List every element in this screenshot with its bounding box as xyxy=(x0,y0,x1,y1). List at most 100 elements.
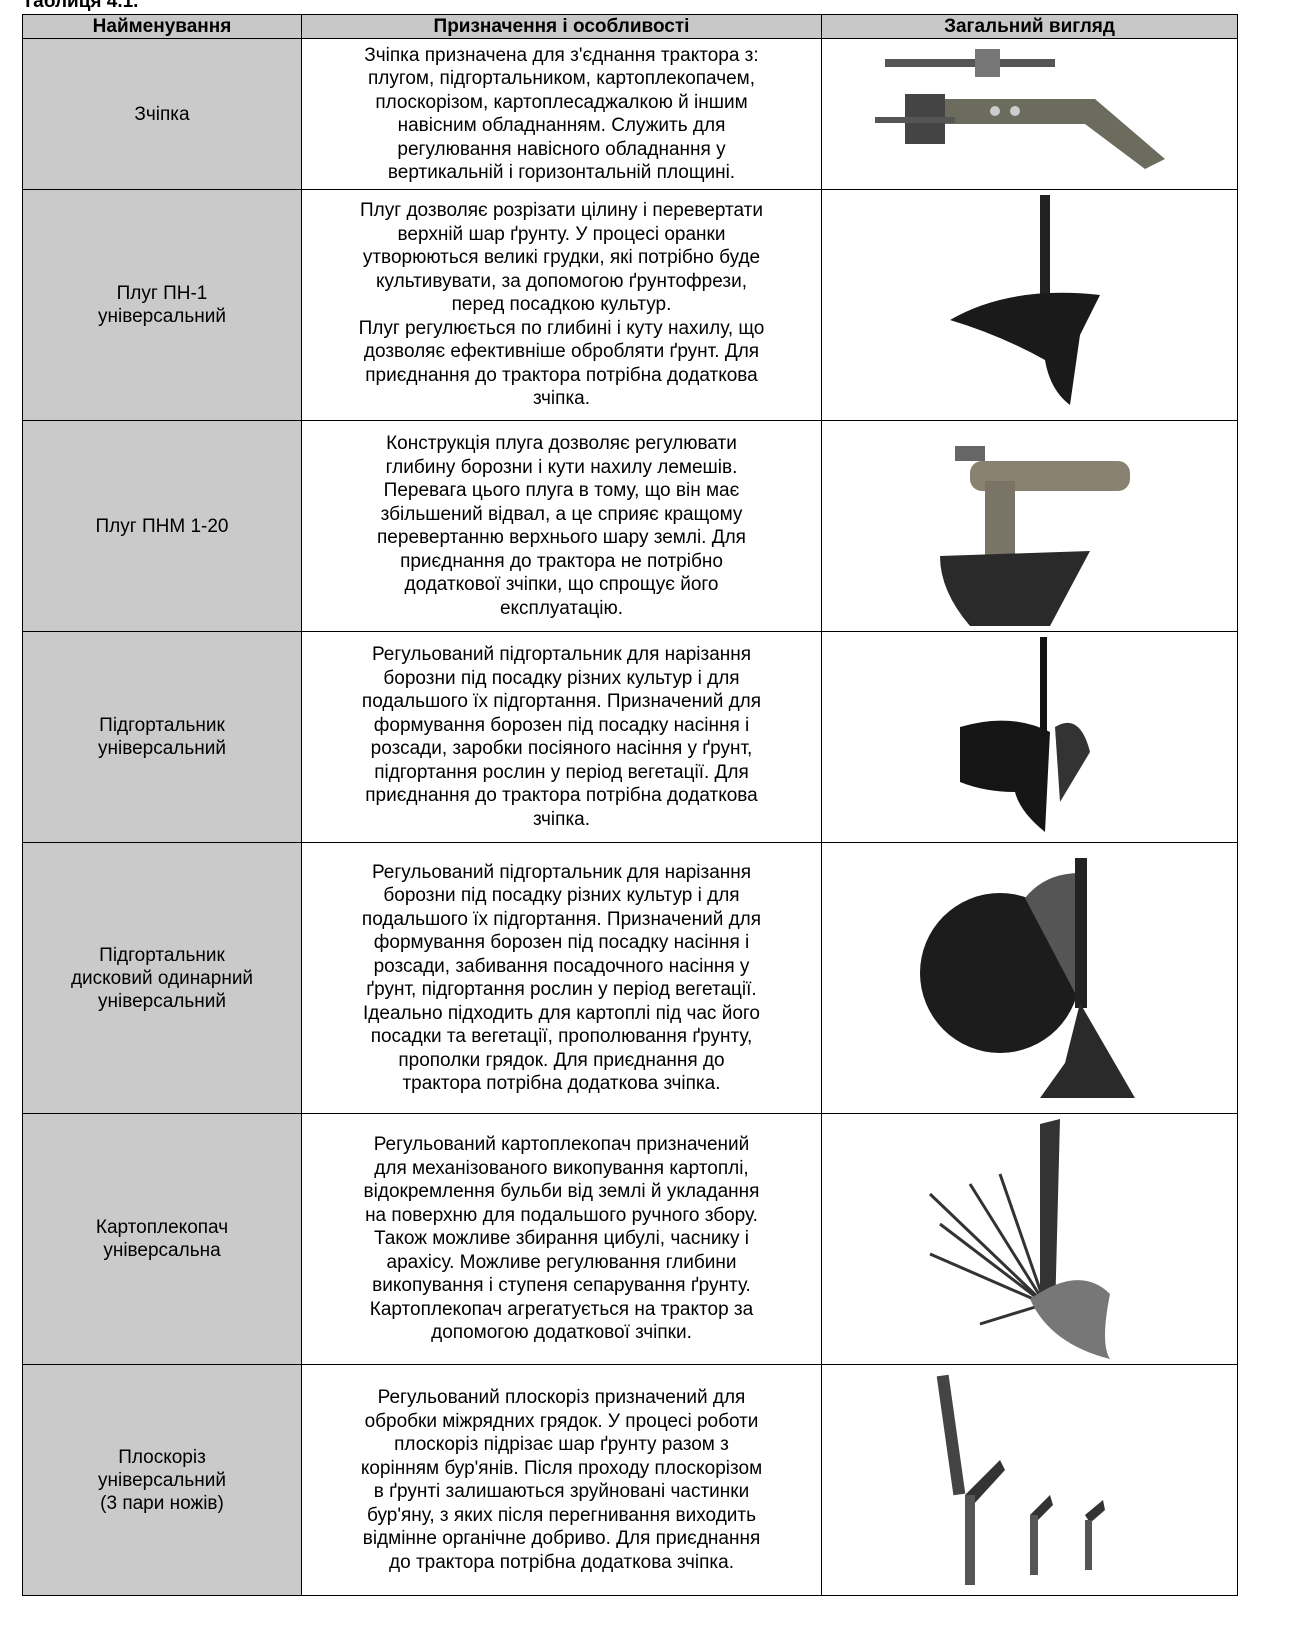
equipment-image xyxy=(936,1374,1105,1585)
equipment-image xyxy=(949,195,1100,405)
name-line: Плуг ПН-1 xyxy=(116,283,208,304)
description-line: Також можливе збирання цибулі, часнику і xyxy=(374,1228,749,1250)
description-line: додаткової зчіпки, що спрощує його xyxy=(404,574,719,595)
name-cell: Плуг ПН-1 універсальний xyxy=(22,189,302,421)
image-cell xyxy=(821,189,1238,421)
description-line: зчіпка. xyxy=(532,808,591,830)
description-line: приєднання до трактора потрібна додатков… xyxy=(365,785,758,806)
description-line: Перевага цього плуга в тому, що він має xyxy=(383,480,740,501)
description-line: вертикальній і горизонтальній площині. xyxy=(387,162,736,183)
header-row: Найменування Призначення і особливості З… xyxy=(22,14,1238,39)
description-line: в ґрунті залишаються зруйновані частинки xyxy=(373,1481,750,1502)
name-line: універсальний xyxy=(98,990,226,1012)
description-line: посадки та вегетації, прополювання ґрунт… xyxy=(370,1026,753,1047)
description-line: прополки грядок. Для приєднання до xyxy=(398,1049,725,1071)
description-line: плоскоріз підрізає шар ґрунту разом з xyxy=(394,1434,729,1455)
description-line: відокремлення бульби від землі й укладан… xyxy=(363,1181,760,1203)
header-cell: Загальний вигляд xyxy=(821,14,1238,39)
description-line: збільшений відвал, а це сприяє кращому xyxy=(380,503,743,525)
description-line: борозни під посадку різних культур і для xyxy=(383,667,740,689)
description-line: приєднання до трактора не потрібно xyxy=(400,550,723,572)
description-line: перевертанню верхнього шару землі. Для xyxy=(377,527,746,548)
image-cell xyxy=(821,842,1238,1114)
description-line: утворюються великі грудки, які потрібно … xyxy=(362,247,761,269)
image-cell xyxy=(821,1364,1238,1596)
description-line: розсади, заробки посіяного насіння у ґру… xyxy=(370,738,753,759)
description-line: глибину борозни і кути нахилу лемешів. xyxy=(385,456,738,478)
description-cell: Плуг дозволяє розрізати цілину і перевер… xyxy=(301,189,822,421)
description-line: Регульований підгортальник для нарізання xyxy=(371,644,752,665)
name-line: універсальний xyxy=(98,738,226,759)
description-cell: Регульований картоплекопач призначений дл… xyxy=(301,1113,822,1365)
description-line: трактора потрібна додаткова зчіпка. xyxy=(402,1073,721,1094)
table-row: Картоплекопач універсальна Регульований ка… xyxy=(22,1113,1238,1365)
description-line: Зчіпка призначена для з'єднання трактора… xyxy=(364,44,759,66)
description-cell: Регульований плоскоріз призначений для об… xyxy=(301,1364,822,1596)
name-line: універсальний xyxy=(98,1469,226,1491)
equipment-image xyxy=(874,49,1165,169)
equipment-image xyxy=(959,637,1090,832)
table-row: Зчіпка Зчіпка призначена для з'єднання тр… xyxy=(22,38,1238,190)
description-line: підгортання рослин у період вегетації. Д… xyxy=(374,761,749,783)
header-cell: Найменування xyxy=(22,14,302,39)
description-line: регулювання навісного обладнання у xyxy=(397,138,726,160)
name-cell: Підгортальник дисковий одинарний універсал… xyxy=(22,842,302,1114)
image-cell xyxy=(821,1113,1238,1365)
name-line: універсальний xyxy=(98,306,226,327)
name-line: Плуг ПНМ 1-20 xyxy=(95,515,229,537)
description-line: Регульований плоскоріз призначений для xyxy=(377,1387,746,1408)
description-line: бур'яну, з яких після перегнивання виход… xyxy=(367,1504,756,1526)
description-line: Регульований підгортальник для нарізання xyxy=(371,861,752,883)
description-line: формування борозен під посадку насіння і xyxy=(373,932,750,953)
description-line: приєднання до трактора потрібна додатков… xyxy=(365,364,758,386)
description-line: навісним обладнанням. Служить для xyxy=(397,115,726,136)
description-line: розсади, забивання посадочного насіння у xyxy=(373,955,750,977)
name-line: Зчіпка xyxy=(134,103,190,125)
description-line: Плуг регулюється по глибині і куту нахил… xyxy=(358,317,765,339)
description-line: зчіпка. xyxy=(532,388,591,410)
description-line: Ідеально підходить для картоплі під час … xyxy=(363,1002,760,1024)
table-row: Плуг ПН-1 універсальний Плуг дозволяє розр… xyxy=(22,189,1238,421)
table-row: Плуг ПНМ 1-20 Конструкція плуга дозволяє … xyxy=(22,420,1238,632)
description-line: арахісу. Можливе регулювання глибини xyxy=(386,1251,737,1273)
table-row: Підгортальник дисковий одинарний універсал… xyxy=(22,842,1238,1114)
name-cell: Плуг ПНМ 1-20 xyxy=(22,420,302,632)
description-line: плугом, підгортальником, картоплекопачем… xyxy=(367,68,756,89)
description-line: верхній шар ґрунту. У процесі оранки xyxy=(397,223,726,245)
description-line: обробки міжрядних грядок. У процесі робо… xyxy=(364,1410,759,1432)
description-line: перед посадкою культур. xyxy=(451,294,672,316)
name-cell: Підгортальник універсальний xyxy=(22,631,302,843)
image-cell xyxy=(821,631,1238,843)
description-line: Плуг дозволяє розрізати цілину і перевер… xyxy=(360,200,763,222)
description-line: Конструкція плуга дозволяє регулювати xyxy=(386,433,737,454)
caption: Таблиця 4.1. xyxy=(22,0,139,12)
image-cell xyxy=(821,420,1238,632)
name-line: Підгортальник xyxy=(99,944,225,966)
description-line: викопування і ступеня сепарування ґрунту… xyxy=(372,1275,751,1297)
description-line: корінням бур'янів. Після проходу плоскор… xyxy=(360,1457,763,1479)
description-line: подальшого їх підгортання. Призначений д… xyxy=(361,691,762,712)
description-cell: Регульований підгортальник для нарізання… xyxy=(301,631,822,843)
description-line: до трактора потрібна додаткова зчіпка. xyxy=(389,1551,734,1573)
description-line: допомогою додаткової зчіпки. xyxy=(431,1322,692,1344)
name-cell: Плоскоріз універсальний (3 пари ножів) xyxy=(22,1364,302,1596)
description-line: для механізованого викопування картоплі, xyxy=(374,1157,749,1179)
description-line: формування борозен під посадку насіння і xyxy=(373,714,750,736)
table-row: Підгортальник універсальний Регульований п… xyxy=(22,631,1238,843)
description-line: плоскорізом, картоплесаджалкою й іншим xyxy=(375,91,748,113)
description-line: відмінне органічне добриво. Для приєднан… xyxy=(362,1528,761,1549)
header-cell: Призначення і особливості xyxy=(301,14,822,39)
name-line: Картоплекопач xyxy=(95,1217,229,1238)
description-line: Картоплекопач агрегатується на трактор з… xyxy=(369,1298,754,1320)
name-cell: Картоплекопач універсальна xyxy=(22,1113,302,1365)
name-line: (3 пари ножів) xyxy=(100,1492,224,1514)
name-line: дисковий одинарний xyxy=(70,967,254,989)
description-line: дозволяє ефективніше обробляти ґрунт. Дл… xyxy=(363,341,760,363)
description-cell: Зчіпка призначена для з'єднання трактора… xyxy=(301,38,822,190)
name-line: Підгортальник xyxy=(99,715,225,736)
description-line: на поверхню для подальшого ручного збору… xyxy=(365,1204,758,1226)
equipment-image xyxy=(928,1119,1110,1359)
description-cell: Конструкція плуга дозволяє регулювати гли… xyxy=(301,420,822,632)
image-cell xyxy=(821,38,1238,190)
